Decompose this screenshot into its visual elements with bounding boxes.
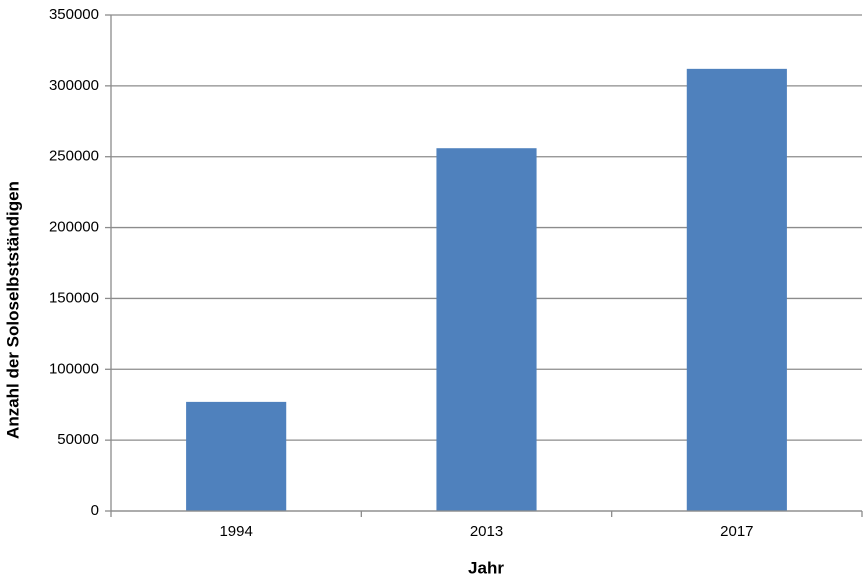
- y-tick-label: 50000: [57, 431, 99, 448]
- bar: [186, 401, 287, 511]
- y-tick-label: 200000: [49, 219, 99, 236]
- x-tick-label: 1994: [219, 523, 252, 540]
- x-tick-label: 2013: [470, 523, 503, 540]
- bar: [436, 148, 537, 511]
- y-tick-label: 150000: [49, 289, 99, 306]
- y-tick-label: 100000: [49, 360, 99, 377]
- x-tick-label: 2017: [720, 523, 753, 540]
- y-tick-label: 0: [91, 502, 99, 519]
- y-axis-title: Anzahl der Soloselbstständigen: [3, 181, 22, 439]
- y-tick-label: 300000: [49, 77, 99, 94]
- y-tick-label: 250000: [49, 148, 99, 165]
- bar: [686, 68, 787, 511]
- x-axis-title: Jahr: [468, 558, 504, 577]
- y-tick-label: 350000: [49, 6, 99, 23]
